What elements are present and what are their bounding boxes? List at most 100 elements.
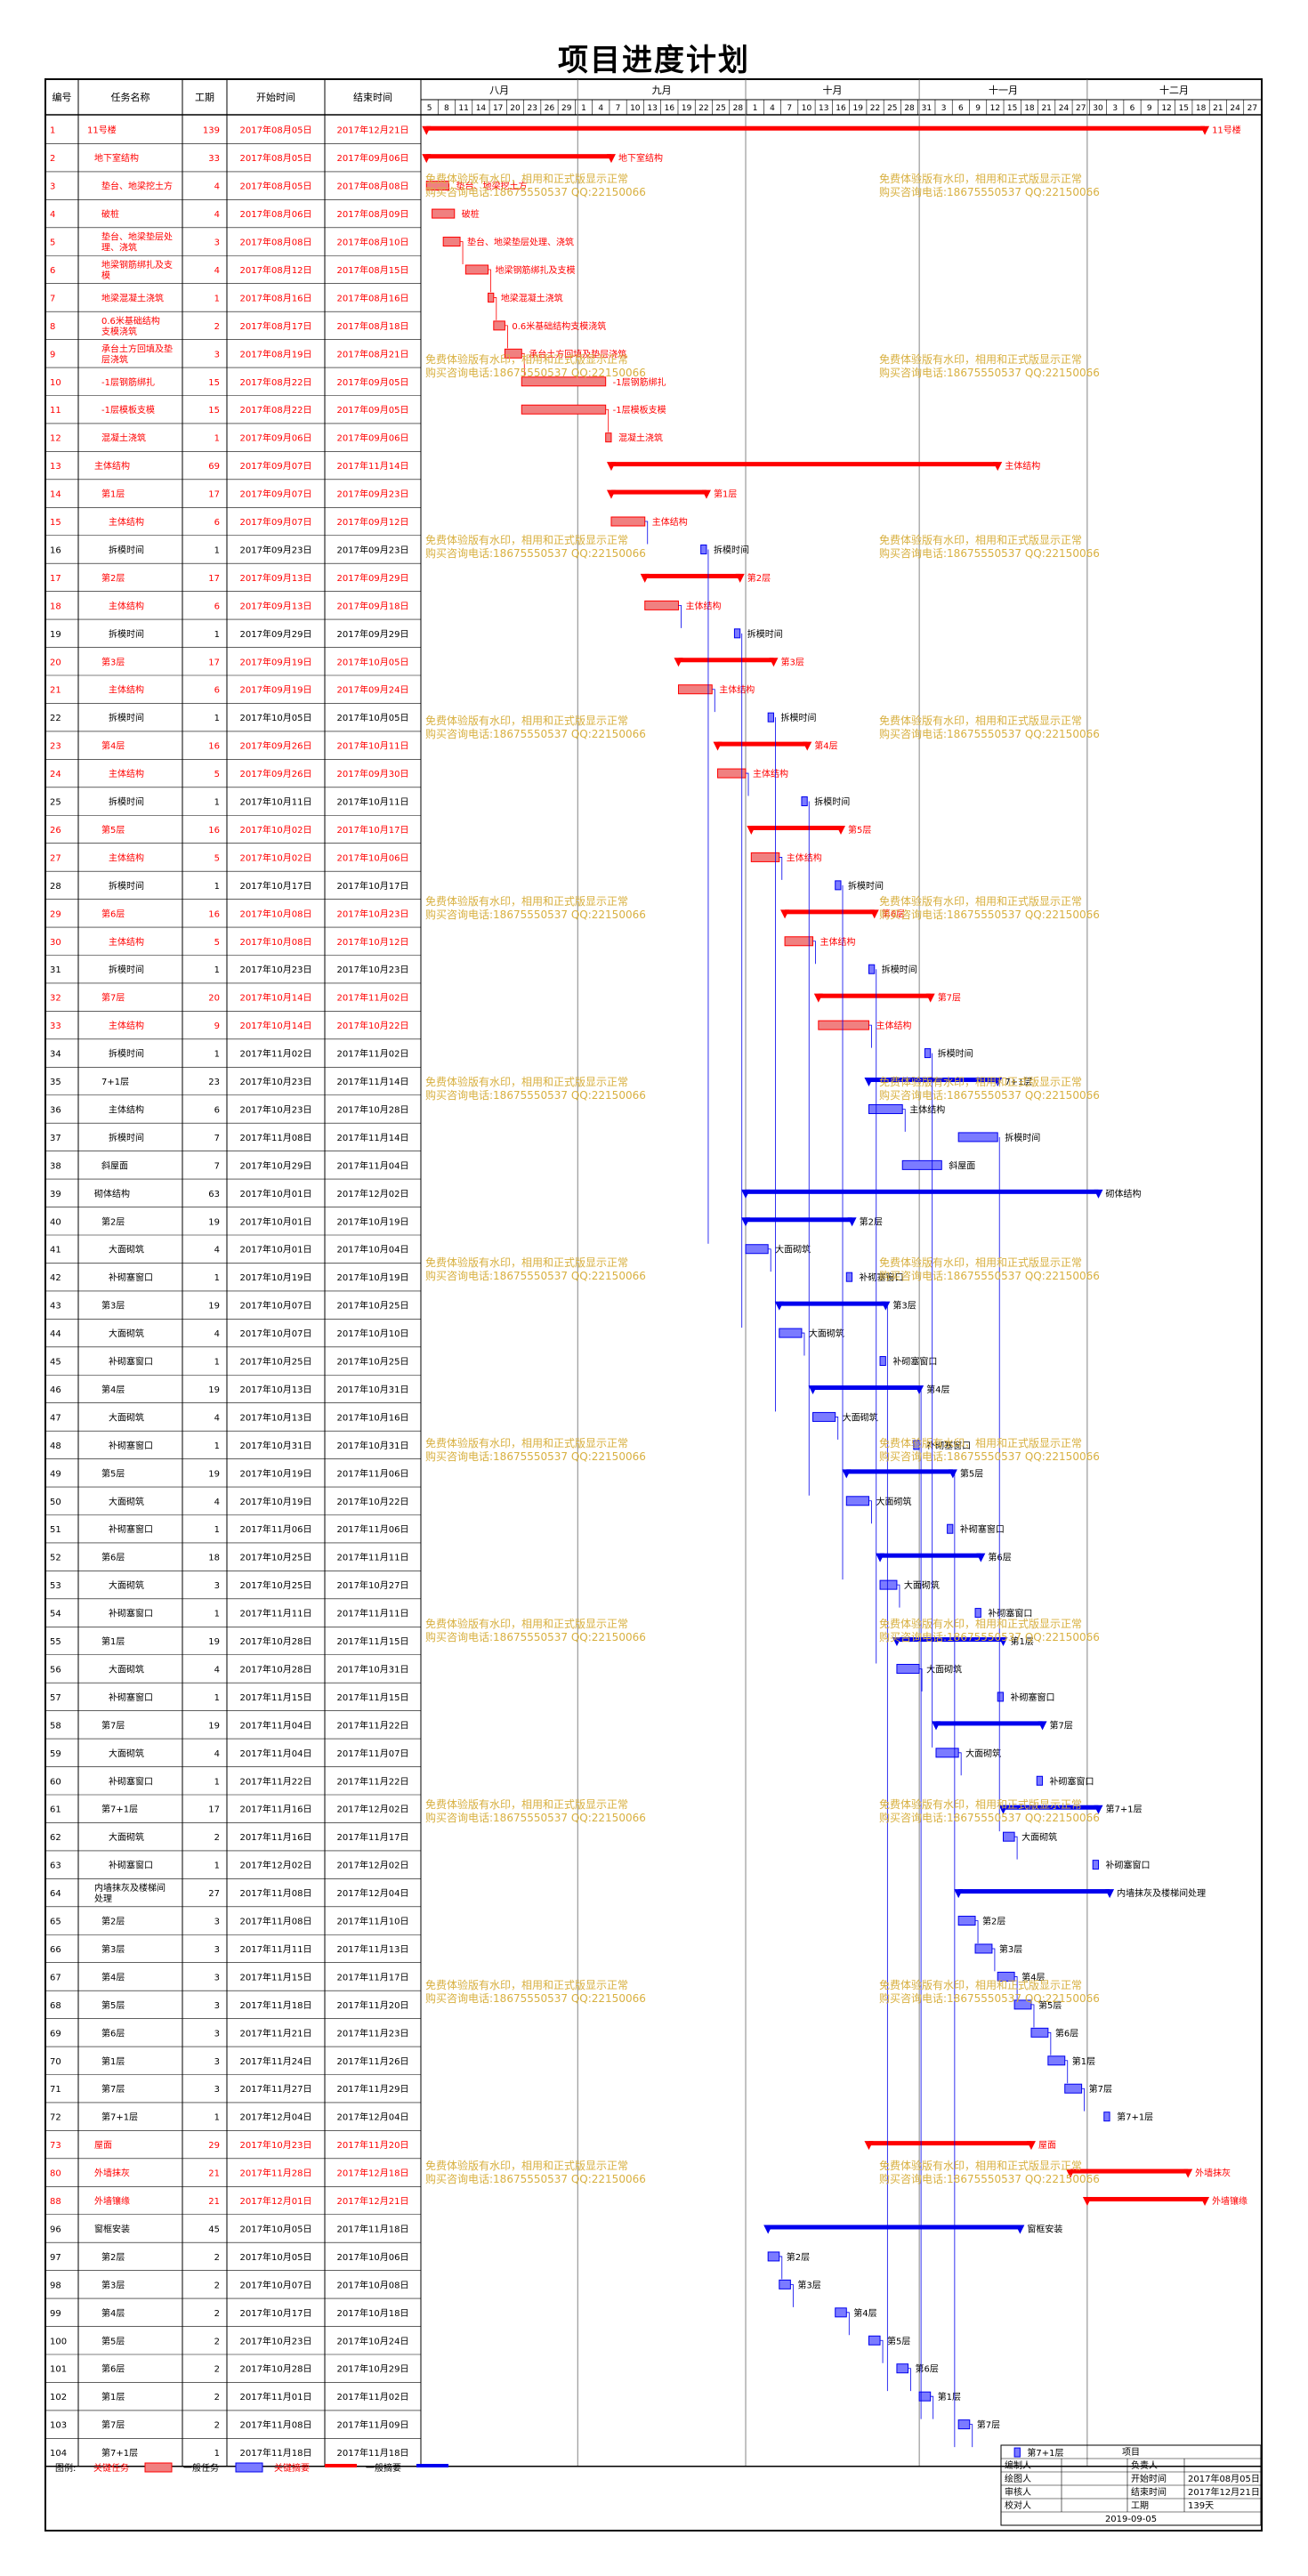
- task-duration: 19: [208, 1302, 220, 1312]
- task-id: 25: [50, 798, 61, 808]
- bar-label: 地下室结构: [618, 152, 663, 164]
- summary-bar-end-cap: [701, 489, 711, 499]
- task-id: 45: [50, 1358, 61, 1368]
- task-bar: [935, 1748, 959, 1758]
- task-end: 2017年12月04日: [337, 1887, 409, 1899]
- task-name: 第4层: [101, 1971, 125, 1982]
- task-name: 斜屋面: [101, 1159, 128, 1171]
- info-cell: 绘图人: [1005, 2473, 1031, 2484]
- task-duration: 1: [214, 2449, 220, 2459]
- task-start: 2017年10月23日: [240, 2335, 312, 2346]
- task-end: 2017年10月16日: [337, 1411, 409, 1423]
- dependency-link: [908, 2368, 911, 2392]
- task-start: 2017年10月23日: [240, 1076, 312, 1087]
- dependency-link: [958, 1752, 962, 1776]
- summary-bar-end-cap: [1015, 2225, 1025, 2234]
- dependency-link: [779, 857, 783, 880]
- task-end: 2017年11月14日: [337, 1076, 409, 1087]
- bar-label: 第3层: [892, 1300, 916, 1312]
- month-label: 十月: [823, 84, 843, 96]
- task-end: 2017年09月06日: [337, 432, 409, 444]
- task-id: 37: [50, 1134, 61, 1143]
- task-end: 2017年08月09日: [337, 208, 409, 220]
- task-start: 2017年11月06日: [240, 1523, 312, 1535]
- summary-bar-start-cap: [674, 658, 683, 667]
- task-start: 2017年10月28日: [240, 2363, 312, 2375]
- bar-label: 大面砌筑: [843, 1411, 878, 1423]
- bar-label: 第6层: [1055, 2027, 1078, 2039]
- task-name: 模: [101, 271, 110, 281]
- summary-bar-end-cap: [993, 1078, 1003, 1087]
- summary-bar-start-cap: [813, 993, 823, 1003]
- day-label: 8: [444, 104, 449, 113]
- task-name: 大面砌筑: [109, 1411, 144, 1423]
- task-bar: [488, 292, 495, 303]
- info-date: 2019-09-05: [1105, 2515, 1157, 2524]
- task-start: 2017年10月11日: [240, 796, 312, 808]
- page-title: 项目进度计划: [558, 43, 750, 78]
- dependency-link: [896, 1584, 900, 1608]
- bar-label: 第3层: [999, 1943, 1022, 1955]
- day-label: 29: [561, 104, 572, 113]
- bar-label: 垫台、地梁挖土方: [456, 181, 527, 192]
- summary-bar-end-cap: [915, 1385, 924, 1394]
- task-duration: 27: [208, 1889, 220, 1899]
- bar-label: 补砌塞窗口: [860, 1272, 904, 1283]
- task-start: 2017年11月08日: [240, 1887, 312, 1899]
- bar-label: 拆模时间: [1005, 1132, 1040, 1143]
- task-duration: 5: [214, 770, 220, 779]
- task-name: -1层钢筋绑扎: [101, 376, 155, 388]
- summary-bar-end-cap: [1183, 2168, 1193, 2178]
- task-name: 补砌塞窗口: [109, 1440, 153, 1451]
- bar-label: 第3层: [780, 656, 803, 667]
- task-name: 第7+1层: [101, 2112, 138, 2123]
- day-label: 27: [1076, 104, 1086, 113]
- task-start: 2017年09月07日: [240, 489, 312, 500]
- task-name: 补砌塞窗口: [109, 1356, 153, 1368]
- summary-bar: [846, 1469, 953, 1474]
- task-start: 2017年11月11日: [240, 1943, 312, 1955]
- task-name: 第3层: [101, 2279, 125, 2290]
- summary-bar-end-cap: [1038, 1721, 1047, 1731]
- task-end: 2017年10月23日: [337, 908, 409, 919]
- task-id: 34: [50, 1050, 61, 1060]
- task-name: 拆模时间: [109, 880, 144, 892]
- bar-label: 主体结构: [685, 600, 721, 611]
- task-name: 大面砌筑: [109, 1831, 144, 1843]
- task-end: 2017年10月27日: [337, 1579, 409, 1591]
- watermark-line: 免费体验版有水印，相用和正式版显示正常: [879, 1978, 1082, 1991]
- task-name: 第7层: [101, 2083, 125, 2095]
- day-label: 3: [941, 104, 947, 113]
- task-duration: 23: [208, 1078, 220, 1087]
- summary-bar-end-cap: [925, 993, 935, 1003]
- bar-label: 垫台、地梁垫层处理、浇筑: [467, 237, 574, 248]
- task-bar: [974, 1943, 993, 1954]
- bar-label: 拆模时间: [848, 880, 884, 892]
- task-bar: [733, 628, 741, 639]
- summary-bar-start-cap: [763, 2225, 773, 2234]
- task-name: 处理: [94, 1894, 112, 1904]
- task-name: 混凝土浇筑: [101, 432, 146, 444]
- day-label: 28: [733, 104, 744, 113]
- task-duration: 3: [214, 2001, 220, 2011]
- task-start: 2017年09月06日: [240, 432, 312, 444]
- task-end: 2017年11月26日: [337, 2055, 409, 2067]
- summary-bar: [958, 1889, 1110, 1894]
- task-duration: 3: [214, 1918, 220, 1927]
- task-end: 2017年11月14日: [337, 1132, 409, 1143]
- task-id: 99: [50, 2309, 61, 2319]
- task-duration: 19: [208, 1637, 220, 1647]
- task-name: 外墙抹灰: [94, 2168, 130, 2179]
- task-duration: 1: [214, 1777, 220, 1787]
- legend-normal-summary-swatch: [416, 2464, 448, 2467]
- task-duration: 69: [208, 462, 220, 472]
- day-label: 10: [802, 104, 812, 113]
- task-duration: 1: [214, 1441, 220, 1451]
- task-name: 第1层: [101, 2055, 125, 2067]
- task-bar: [745, 1244, 769, 1255]
- task-id: 49: [50, 1469, 61, 1479]
- task-name: -1层模板支模: [101, 404, 155, 416]
- task-id: 44: [50, 1329, 61, 1339]
- task-name: 第6层: [101, 2027, 125, 2039]
- watermark-line: 购买咨询电话:18675550537 QQ:22150066: [425, 2172, 646, 2185]
